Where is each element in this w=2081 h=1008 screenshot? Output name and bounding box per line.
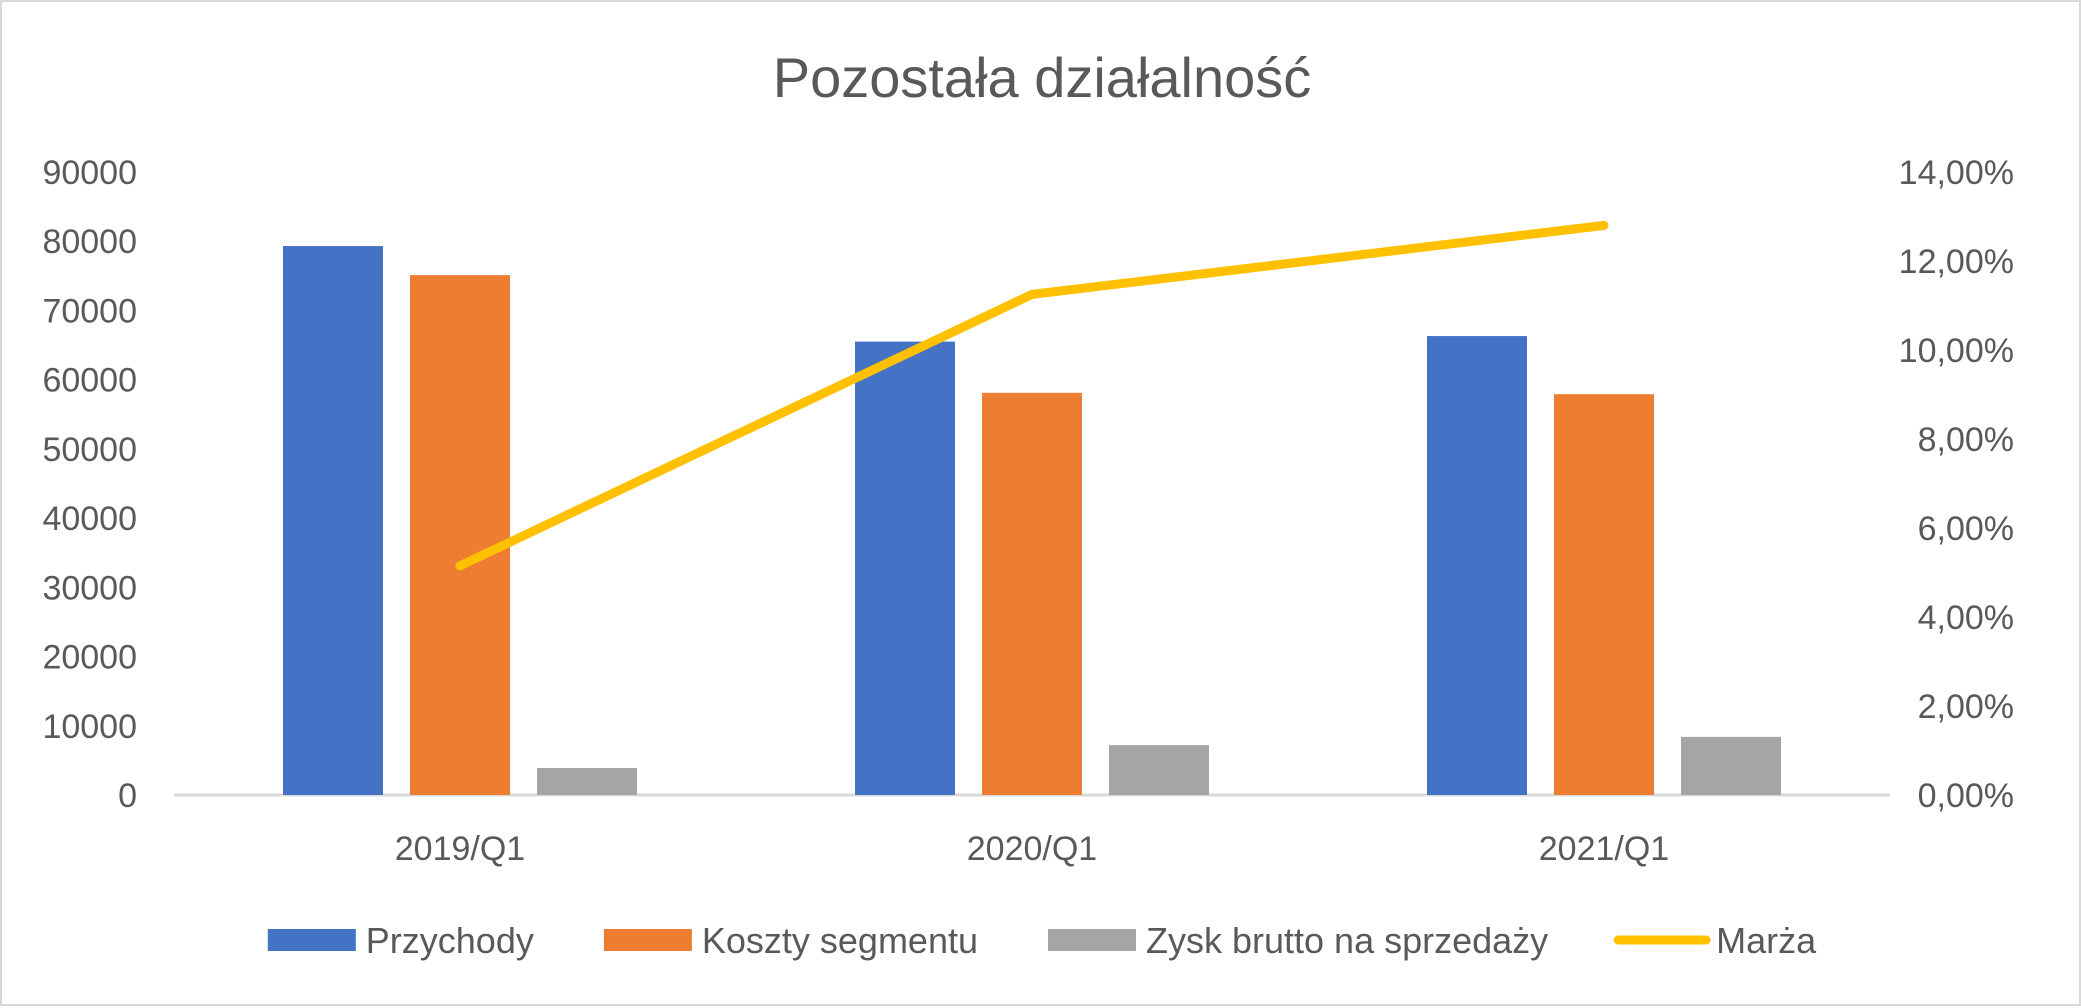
right-tick-label: 8,00% — [1918, 421, 2014, 459]
legend: Przychody Koszty segmentu Zysk brutto na s… — [267, 920, 1817, 961]
bar-series-group — [283, 246, 1781, 796]
left-tick-label: 20000 — [42, 639, 137, 677]
bar — [855, 341, 955, 795]
legend-swatch — [267, 929, 356, 951]
legend-label: Marża — [1716, 920, 1817, 961]
right-axis-ticks: 0,00% 2,00% 4,00% 6,00% 8,00% 10,00% 12,00% 14,… — [1899, 154, 2014, 815]
bar — [1681, 736, 1781, 795]
left-tick-label: 50000 — [42, 431, 137, 469]
legend-label: Koszty segmentu — [702, 920, 978, 961]
right-tick-label: 0,00% — [1918, 777, 2014, 815]
left-tick-label: 0 — [118, 777, 137, 815]
right-tick-label: 6,00% — [1918, 510, 2014, 548]
bar — [1109, 745, 1209, 795]
bar — [537, 768, 637, 795]
left-tick-label: 70000 — [42, 292, 137, 330]
right-tick-label: 2,00% — [1918, 688, 2014, 726]
category-label: 2020/Q1 — [967, 830, 1097, 868]
bar — [982, 392, 1082, 795]
right-tick-label: 12,00% — [1899, 243, 2014, 281]
bar — [1554, 394, 1654, 795]
legend-label: Przychody — [366, 920, 534, 961]
right-tick-label: 14,00% — [1899, 154, 2014, 192]
bar — [410, 275, 510, 795]
left-tick-label: 40000 — [42, 500, 137, 538]
right-tick-label: 4,00% — [1918, 599, 2014, 637]
line-series-marza — [455, 220, 1609, 571]
category-label: 2019/Q1 — [395, 830, 525, 868]
legend-swatch — [603, 929, 692, 951]
category-labels: 2019/Q1 2020/Q1 2021/Q1 — [395, 830, 1669, 868]
left-axis-ticks: 0 10000 20000 30000 40000 50000 60000 70000 8000… — [42, 154, 137, 815]
legend-label: Zysk brutto na sprzedaży — [1146, 920, 1548, 961]
left-tick-label: 30000 — [42, 569, 137, 607]
left-tick-label: 10000 — [42, 708, 137, 746]
right-tick-label: 10,00% — [1899, 332, 2014, 370]
left-tick-label: 90000 — [42, 154, 137, 192]
bar — [1427, 336, 1527, 795]
left-tick-label: 80000 — [42, 223, 137, 261]
category-label: 2021/Q1 — [1539, 830, 1669, 868]
legend-swatch — [1048, 929, 1137, 951]
chart-title: Pozostała działalność — [773, 46, 1312, 109]
line-series-group — [455, 220, 1609, 571]
left-tick-label: 60000 — [42, 362, 137, 400]
bar — [283, 246, 383, 796]
